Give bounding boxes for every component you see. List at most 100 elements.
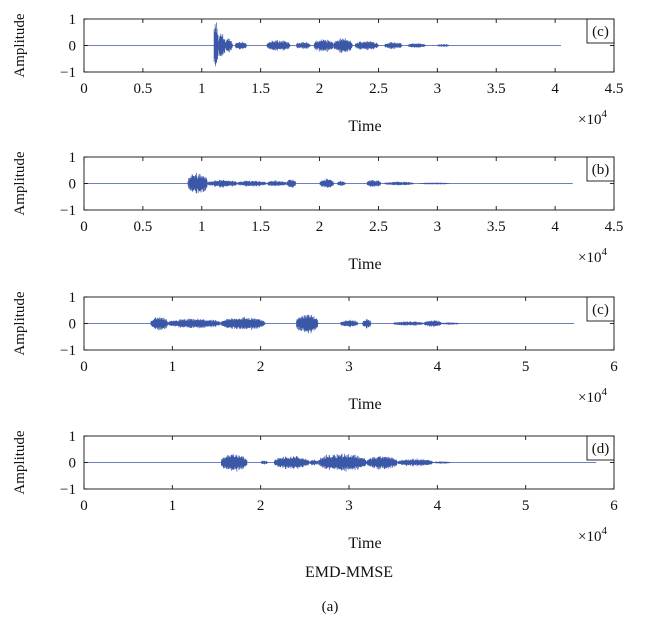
waveform-burst (366, 180, 382, 187)
waveform-burst (362, 319, 372, 329)
waveform-burst (260, 460, 269, 465)
y-tick-label: 0 (69, 456, 77, 472)
y-tick-label: −1 (60, 65, 76, 81)
waveform-burst (150, 317, 169, 331)
waveform-burst (286, 179, 296, 188)
x-axis-exponent: ×104 (578, 246, 607, 266)
y-tick-label: 0 (69, 39, 77, 55)
waveform-burst (397, 458, 433, 467)
x-axis-exponent: ×104 (578, 525, 607, 545)
panel-a: 0 0.5 1 1.5 2 2.5 3 3.5 4 4.5−101(c)AmplitudeTime… (12, 12, 623, 135)
x-tick-label: 0 (80, 219, 88, 235)
waveform-burst (340, 319, 359, 328)
x-axis-exponent: ×104 (578, 108, 607, 128)
x-tick-label: 4.5 (605, 219, 624, 235)
y-tick-label: 1 (69, 290, 77, 306)
x-tick-label: 0.5 (134, 219, 153, 235)
x-tick-label: 0 (80, 81, 88, 97)
y-tick-label: −1 (60, 343, 76, 359)
waveform-burst (296, 42, 311, 49)
x-tick-label: 0 (80, 359, 88, 375)
x-tick-label: 2 (316, 219, 324, 235)
waveform-burst (384, 42, 403, 50)
x-tick-label: 2.5 (369, 81, 388, 97)
waveform-burst (333, 38, 353, 53)
figure-caption: (a) (322, 599, 339, 615)
x-axis-label: Time (348, 256, 381, 273)
x-tick-label: 4 (434, 359, 442, 375)
waveform-burst (274, 456, 310, 469)
x-tick-label: 4 (551, 81, 559, 97)
waveform-burst (393, 321, 425, 326)
waveform-burst (424, 320, 442, 327)
x-tick-label: 5 (522, 359, 530, 375)
waveform-burst (234, 41, 247, 50)
y-tick-label: 1 (69, 12, 77, 28)
x-tick-label: 4 (551, 219, 559, 235)
y-axis-label: Amplitude (12, 430, 28, 495)
x-axis-label: Time (348, 118, 381, 135)
x-tick-label: 1 (198, 81, 206, 97)
x-tick-label: 6 (610, 498, 618, 514)
panel-label-box (586, 296, 615, 322)
panel-label-box (586, 435, 615, 461)
x-tick-label: 3 (434, 219, 442, 235)
x-tick-label: 6 (610, 359, 618, 375)
waveform-burst (221, 317, 266, 330)
waveform-burst (366, 456, 398, 470)
waveform-burst (408, 43, 426, 48)
waveform-burst (266, 180, 287, 187)
x-tick-label: 1 (169, 359, 177, 375)
waveform-burst (266, 40, 291, 51)
waveform-burst (168, 318, 221, 329)
waveform-burst (237, 180, 267, 187)
waveform-burst (433, 461, 451, 464)
waveform-burst (355, 41, 379, 50)
panel-label: (c) (592, 302, 609, 318)
waveform-burst (313, 39, 335, 52)
x-tick-label: 3 (345, 498, 353, 514)
waveform-burst (319, 178, 334, 188)
x-tick-label: 2 (316, 81, 324, 97)
x-axis-label: Time (348, 535, 381, 552)
y-tick-label: 0 (69, 317, 77, 333)
waveform-burst (221, 454, 248, 472)
y-tick-label: 0 (69, 177, 77, 193)
x-tick-label: 3.5 (487, 81, 506, 97)
x-tick-label: 4 (434, 498, 442, 514)
x-tick-label: 1.5 (251, 81, 270, 97)
x-tick-label: 2 (257, 498, 265, 514)
x-tick-label: 0 (80, 498, 88, 514)
y-tick-label: −1 (60, 482, 76, 498)
x-axis-exponent: ×104 (578, 386, 607, 406)
waveform-burst (437, 44, 450, 47)
waveform-burst (225, 38, 233, 53)
x-tick-label: 4.5 (605, 81, 624, 97)
x-tick-label: 0.5 (134, 81, 153, 97)
waveform-burst (419, 182, 450, 185)
x-axis-label: Time (348, 396, 381, 413)
panel-label: (c) (592, 24, 609, 40)
waveform-burst (309, 459, 319, 466)
panel-label: (d) (592, 441, 610, 457)
panel-b: 0 0.5 1 1.5 2 2.5 3 3.5 4 4.5−101(b)AmplitudeTime… (12, 150, 623, 273)
y-tick-label: −1 (60, 203, 76, 219)
x-tick-label: 1 (169, 498, 177, 514)
y-axis-label: Amplitude (12, 13, 28, 78)
x-tick-label: 2.5 (369, 219, 388, 235)
panel-label: (b) (592, 162, 610, 178)
y-tick-label: 1 (69, 429, 77, 445)
waveform-burst (441, 322, 460, 325)
y-axis-label: Amplitude (12, 151, 28, 216)
x-tick-label: 3.5 (487, 219, 506, 235)
waveform-burst (318, 453, 367, 472)
waveform-burst (218, 33, 226, 57)
x-tick-label: 1.5 (251, 219, 270, 235)
x-tick-label: 3 (345, 359, 353, 375)
waveform-burst (384, 181, 414, 186)
waveform-burst (207, 179, 238, 188)
waveform-burst (296, 314, 319, 334)
